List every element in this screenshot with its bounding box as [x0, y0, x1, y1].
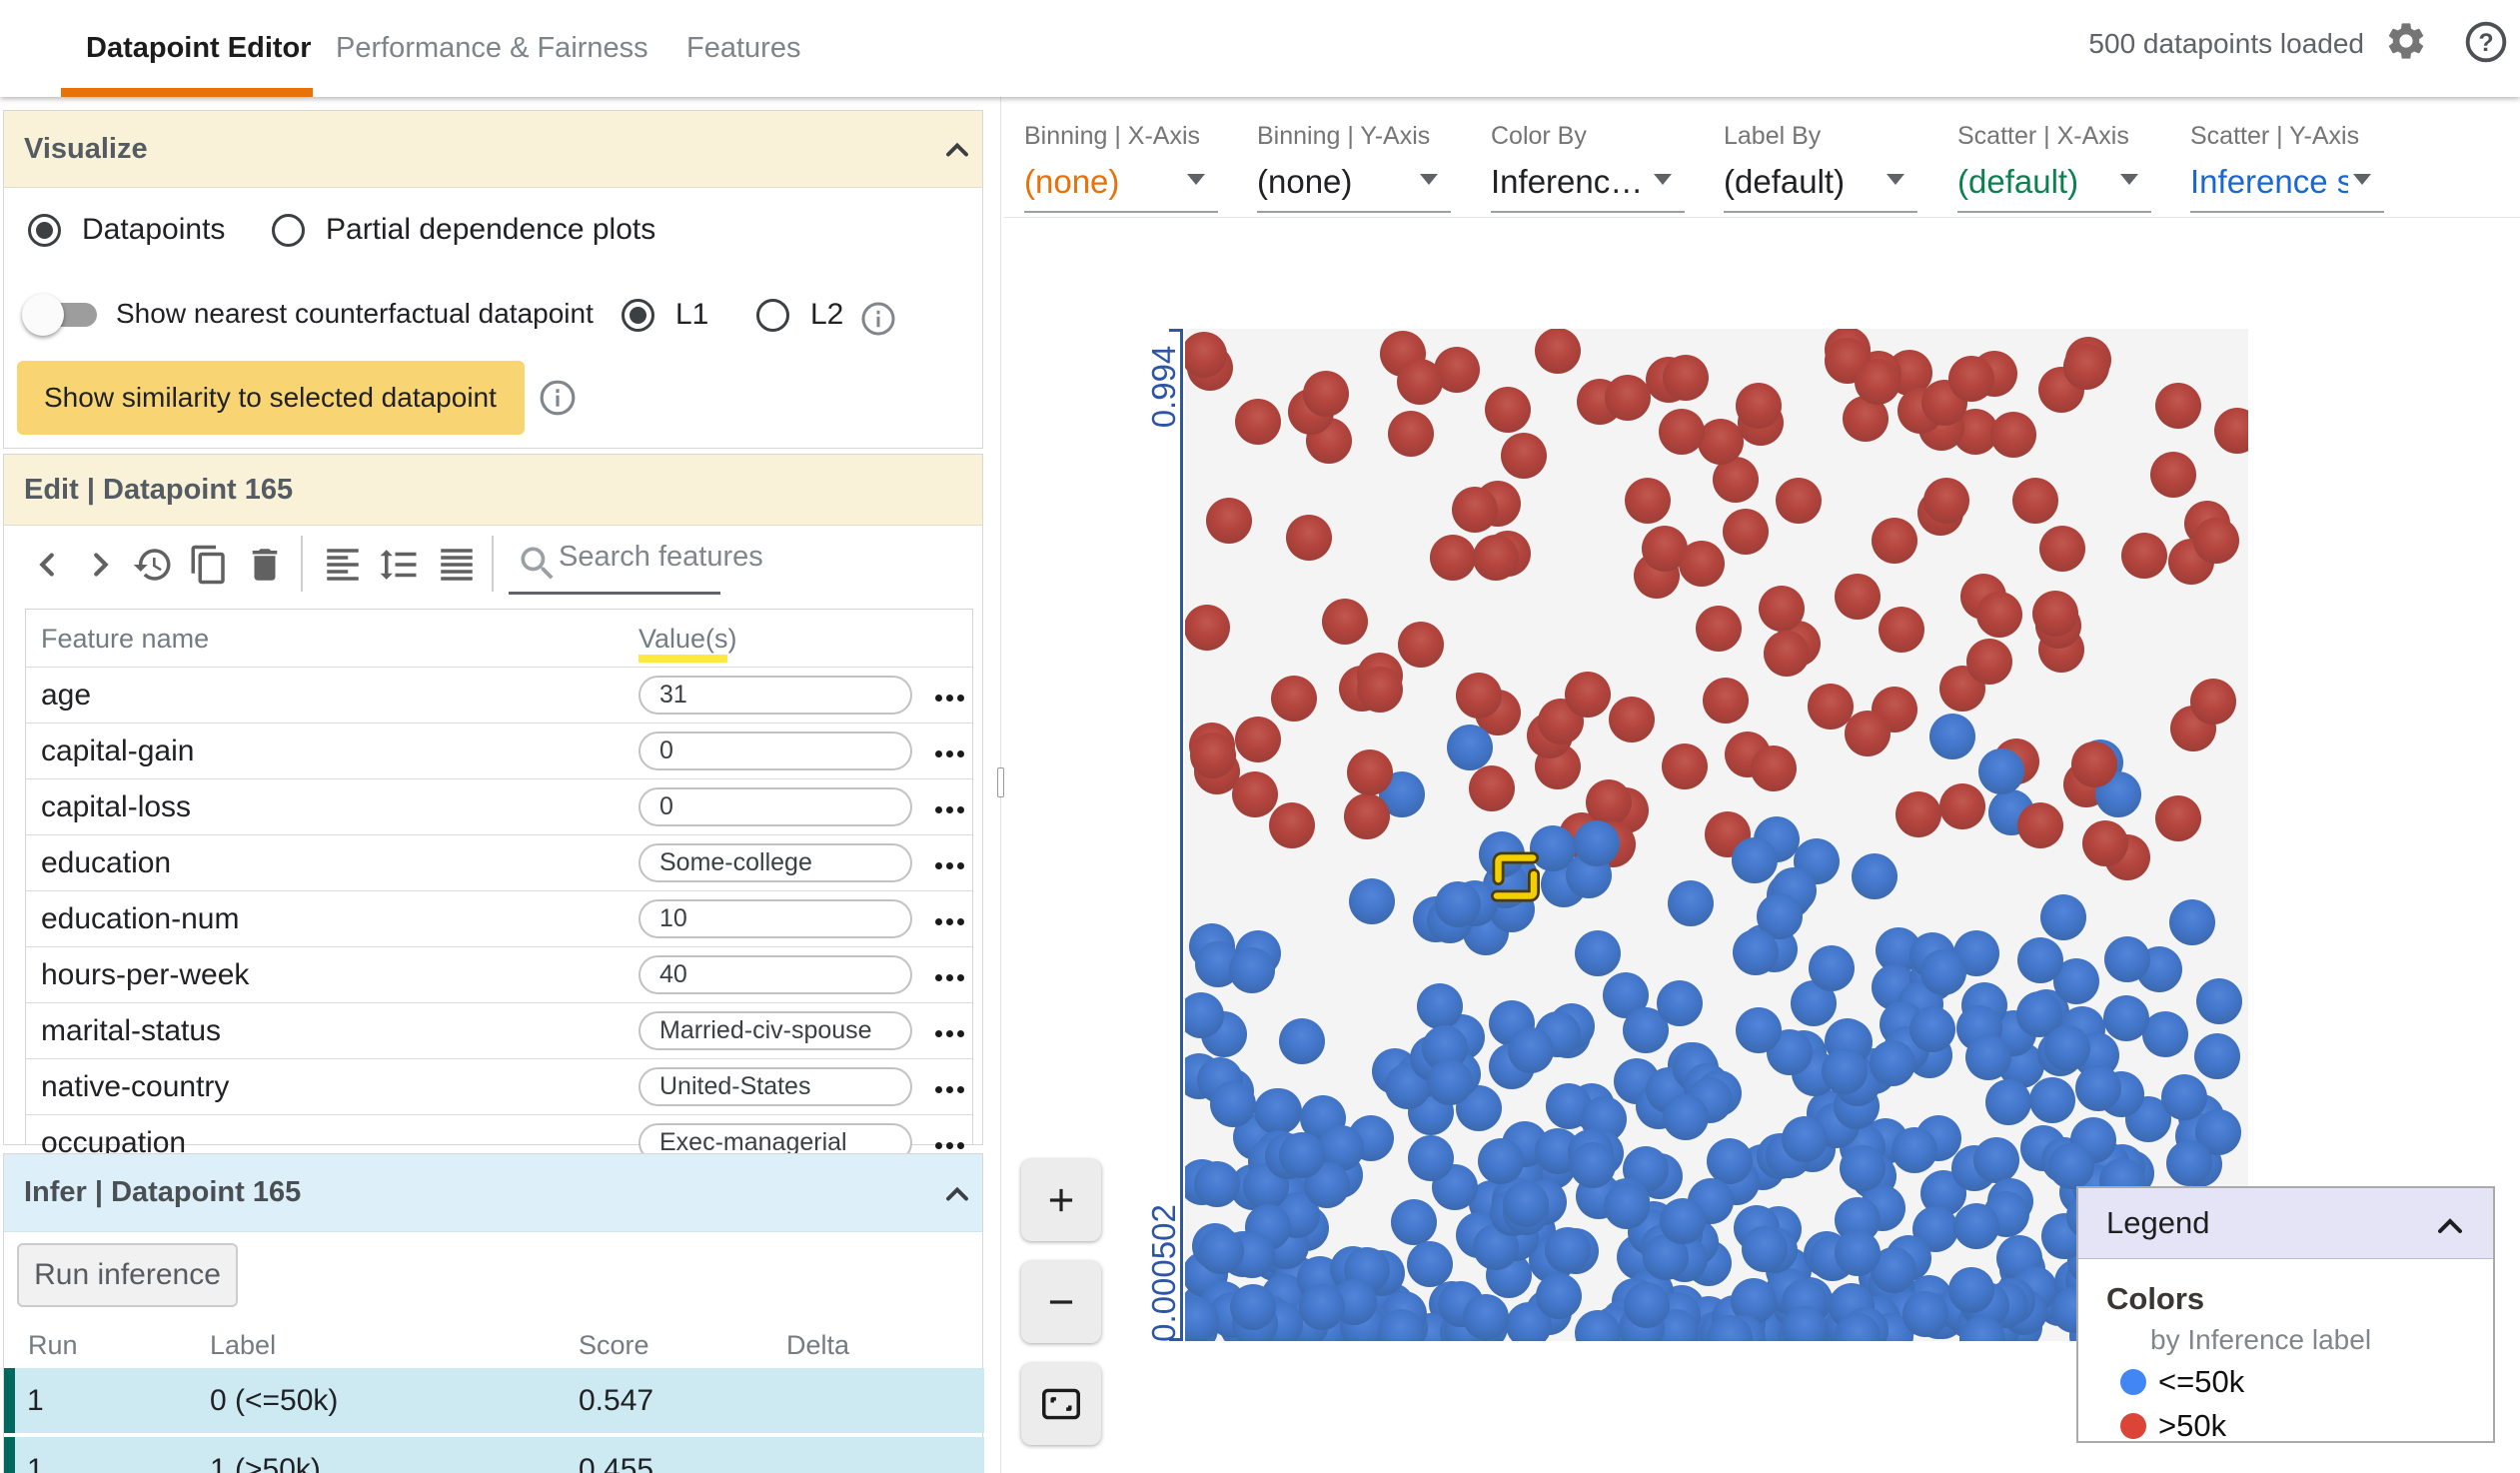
svg-text:?: ? — [2478, 30, 2493, 57]
